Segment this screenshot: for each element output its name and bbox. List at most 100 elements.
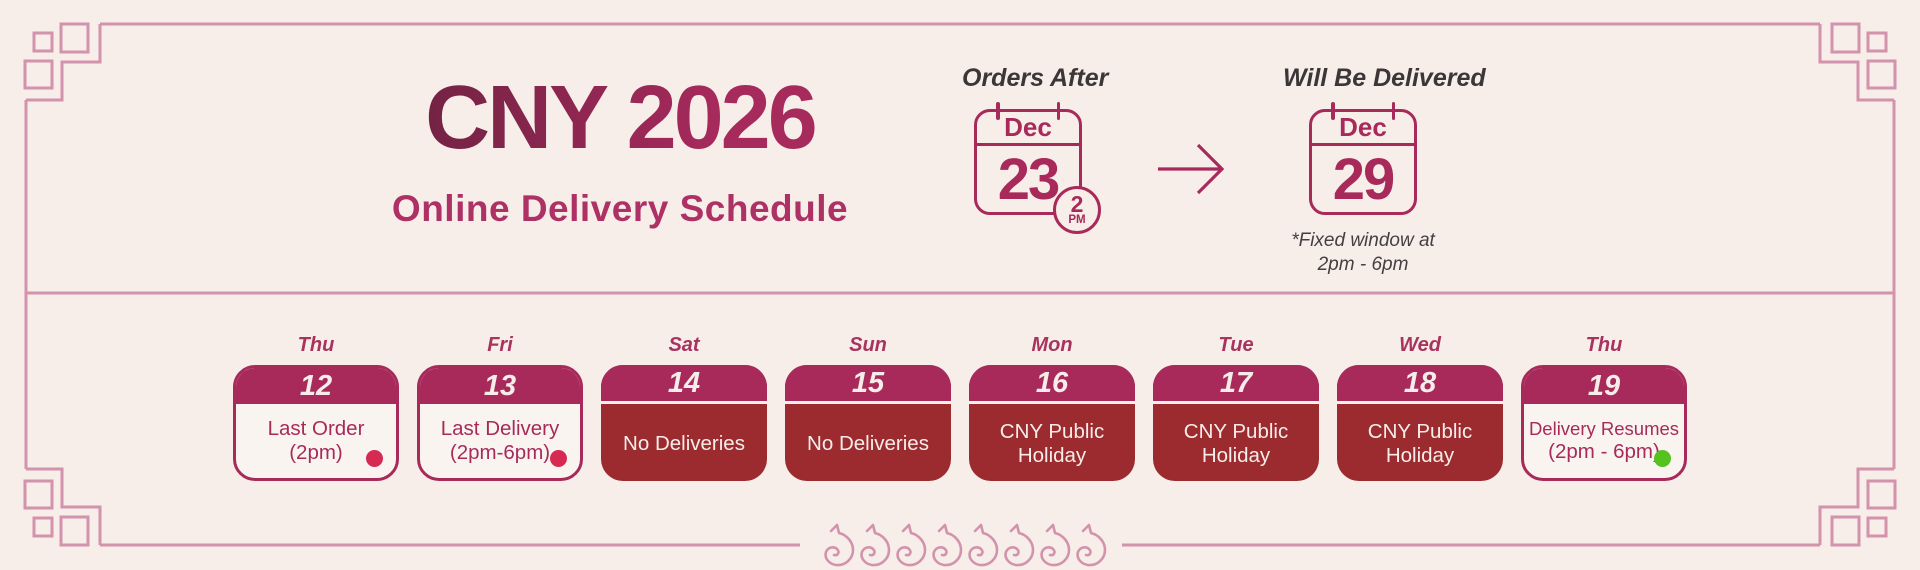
delivery-calendar-icon: Dec 29	[1309, 102, 1417, 215]
schedule-card: 17 CNY Public Holiday	[1153, 365, 1319, 481]
schedule-card: 15 No Deliveries	[785, 365, 951, 481]
note-line-2: 2pm - 6pm	[1317, 253, 1409, 275]
horse-icon	[932, 523, 963, 567]
card-body-text: No Deliveries	[785, 404, 951, 481]
calendar-binding-icon	[1331, 102, 1335, 120]
calendar-binding-icon	[1056, 102, 1060, 120]
card-body-text: CNY Public Holiday	[1337, 404, 1503, 481]
card-date-header: 14	[601, 365, 767, 404]
card-text-line: CNY Public	[1367, 419, 1473, 443]
card-date-header: 17	[1153, 365, 1319, 404]
page-subtitle: Online Delivery Schedule	[391, 187, 849, 229]
horse-icon	[860, 523, 891, 567]
calendar-binding-icon	[996, 102, 1000, 120]
title-block: CNY 2026 Online Delivery Schedule	[391, 73, 849, 230]
card-text-line: Last Delivery	[440, 416, 560, 440]
card-date-header: 12	[236, 368, 396, 404]
delivery-month: Dec	[1312, 112, 1414, 146]
order-month: Dec	[977, 112, 1079, 146]
schedule-card-cell: Tue 17 CNY Public Holiday	[1153, 334, 1319, 481]
arrow-right-icon	[1158, 143, 1225, 195]
status-dot-pink	[366, 450, 383, 467]
schedule-card-cell: Mon 16 CNY Public Holiday	[969, 334, 1135, 481]
horse-icon	[1076, 523, 1107, 567]
card-body-text: Delivery Resumes (2pm - 6pm)	[1524, 404, 1684, 478]
date-number: 15	[851, 366, 885, 399]
order-time-badge: 2 PM	[1053, 186, 1101, 234]
corner-ornament-top-left	[23, 22, 102, 102]
schedule-card-cell: Sat 14 No Deliveries	[601, 334, 767, 481]
card-text-line: (2pm - 6pm)	[1548, 439, 1660, 463]
card-text-line: (2pm-6pm)	[449, 441, 551, 464]
card-body-text: CNY Public Holiday	[1153, 404, 1319, 481]
schedule-card-cell: Thu 12 Last Order (2pm)	[233, 334, 399, 481]
date-number: 18	[1403, 366, 1437, 399]
card-text-line: Holiday	[1385, 444, 1455, 467]
date-number: 17	[1219, 366, 1253, 399]
schedule-row: Thu 12 Last Order (2pm) Fri 13 Last Deliv…	[0, 334, 1920, 481]
card-date-header: 13	[420, 368, 580, 404]
fixed-window-note: *Fixed window at 2pm - 6pm	[1283, 229, 1443, 277]
date-number: 13	[483, 369, 517, 402]
order-calendar-icon: Dec 23 2 PM	[974, 102, 1101, 234]
horse-icon	[824, 523, 855, 567]
card-text-line: No Deliveries	[623, 431, 745, 455]
date-number: 14	[667, 366, 701, 399]
schedule-card-cell: Wed 18 CNY Public Holiday	[1337, 334, 1503, 481]
weekday-label: Sat	[668, 334, 700, 356]
card-text-line: CNY Public	[1183, 419, 1289, 443]
status-dot-pink	[550, 450, 567, 467]
horse-icon	[1004, 523, 1035, 567]
weekday-label: Sun	[849, 334, 887, 356]
orders-after-label: Orders After	[962, 64, 1109, 92]
order-day: 23	[997, 146, 1061, 212]
page-title: CNY 2026	[392, 73, 848, 162]
schedule-card: 18 CNY Public Holiday	[1337, 365, 1503, 481]
card-text-line: (2pm)	[289, 441, 343, 464]
card-body-text: Last Order (2pm)	[236, 404, 396, 478]
date-number: 19	[1587, 369, 1621, 402]
card-date-header: 16	[969, 365, 1135, 404]
date-number: 12	[299, 369, 333, 402]
horse-icon-row	[824, 523, 1107, 567]
card-text-line: Holiday	[1201, 444, 1271, 467]
card-text-line: Holiday	[1017, 444, 1087, 467]
orders-after-block: Orders After Dec 23 2 PM	[962, 64, 1109, 234]
schedule-card: 12 Last Order (2pm)	[233, 365, 399, 481]
card-text-line: Delivery Resumes	[1528, 417, 1680, 439]
card-text-line: Last Order	[267, 416, 365, 440]
schedule-card-cell: Thu 19 Delivery Resumes (2pm - 6pm)	[1521, 334, 1687, 481]
card-text-line: CNY Public	[999, 419, 1105, 443]
status-dot-green	[1654, 450, 1671, 467]
schedule-card-cell: Sun 15 No Deliveries	[785, 334, 951, 481]
will-be-delivered-label: Will Be Delivered	[1283, 64, 1486, 92]
schedule-card: 16 CNY Public Holiday	[969, 365, 1135, 481]
corner-ornament-top-right	[1818, 22, 1897, 102]
card-date-header: 18	[1337, 365, 1503, 404]
weekday-label: Wed	[1399, 334, 1441, 356]
schedule-card: 14 No Deliveries	[601, 365, 767, 481]
card-date-header: 15	[785, 365, 951, 404]
will-be-delivered-block: Will Be Delivered Dec 29 *Fixed window a…	[1283, 64, 1486, 277]
card-body-text: No Deliveries	[601, 404, 767, 481]
horse-icon	[896, 523, 927, 567]
card-text-line: No Deliveries	[807, 431, 929, 455]
card-body-text: Last Delivery (2pm-6pm)	[420, 404, 580, 478]
weekday-label: Mon	[1031, 334, 1073, 356]
calendar-binding-icon	[1391, 102, 1395, 120]
schedule-card: 13 Last Delivery (2pm-6pm)	[417, 365, 583, 481]
schedule-card-cell: Fri 13 Last Delivery (2pm-6pm)	[417, 334, 583, 481]
badge-hour: 2	[1070, 190, 1084, 217]
schedule-card: 19 Delivery Resumes (2pm - 6pm)	[1521, 365, 1687, 481]
weekday-label: Fri	[487, 334, 513, 356]
note-line-1: *Fixed window at	[1291, 230, 1435, 251]
weekday-label: Tue	[1218, 334, 1254, 356]
badge-meridiem: PM	[1068, 213, 1086, 226]
card-body-text: CNY Public Holiday	[969, 404, 1135, 481]
date-number: 16	[1035, 366, 1069, 399]
horse-icon	[1040, 523, 1071, 567]
weekday-label: Thu	[1585, 334, 1623, 356]
delivery-day: 29	[1332, 146, 1396, 212]
